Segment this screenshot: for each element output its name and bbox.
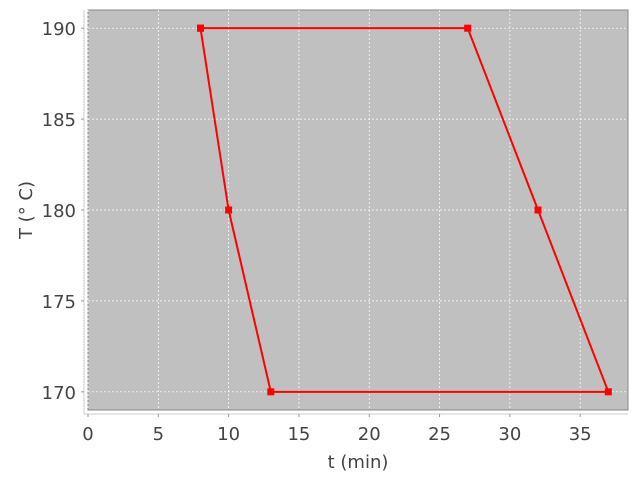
x-tick-label: 15: [287, 424, 310, 445]
series: [197, 24, 612, 396]
y-tick-label: 175: [42, 292, 76, 313]
data-point: [604, 388, 612, 396]
x-axis-label: t (min): [328, 452, 389, 473]
x-tick-label: 10: [217, 424, 240, 445]
data-point: [267, 388, 275, 396]
axes: 0 5 10 15 20 25 30 35 170 175 180 185 190: [42, 10, 628, 445]
x-tick-label: 25: [428, 424, 451, 445]
x-tick-label: 20: [358, 424, 381, 445]
x-tick-label: 35: [569, 424, 592, 445]
x-tick-label: 0: [82, 424, 93, 445]
x-tick-label: 30: [498, 424, 521, 445]
data-point: [225, 206, 233, 214]
data-point: [464, 24, 472, 32]
data-point: [534, 206, 542, 214]
y-tick-label: 190: [42, 19, 76, 40]
y-tick-label: 180: [42, 201, 76, 222]
y-tick-label: 170: [42, 383, 76, 404]
y-tick-label: 185: [42, 110, 76, 131]
data-point: [197, 24, 204, 32]
x-tick-label: 5: [153, 424, 164, 445]
y-axis-label: T (° C): [16, 181, 37, 240]
